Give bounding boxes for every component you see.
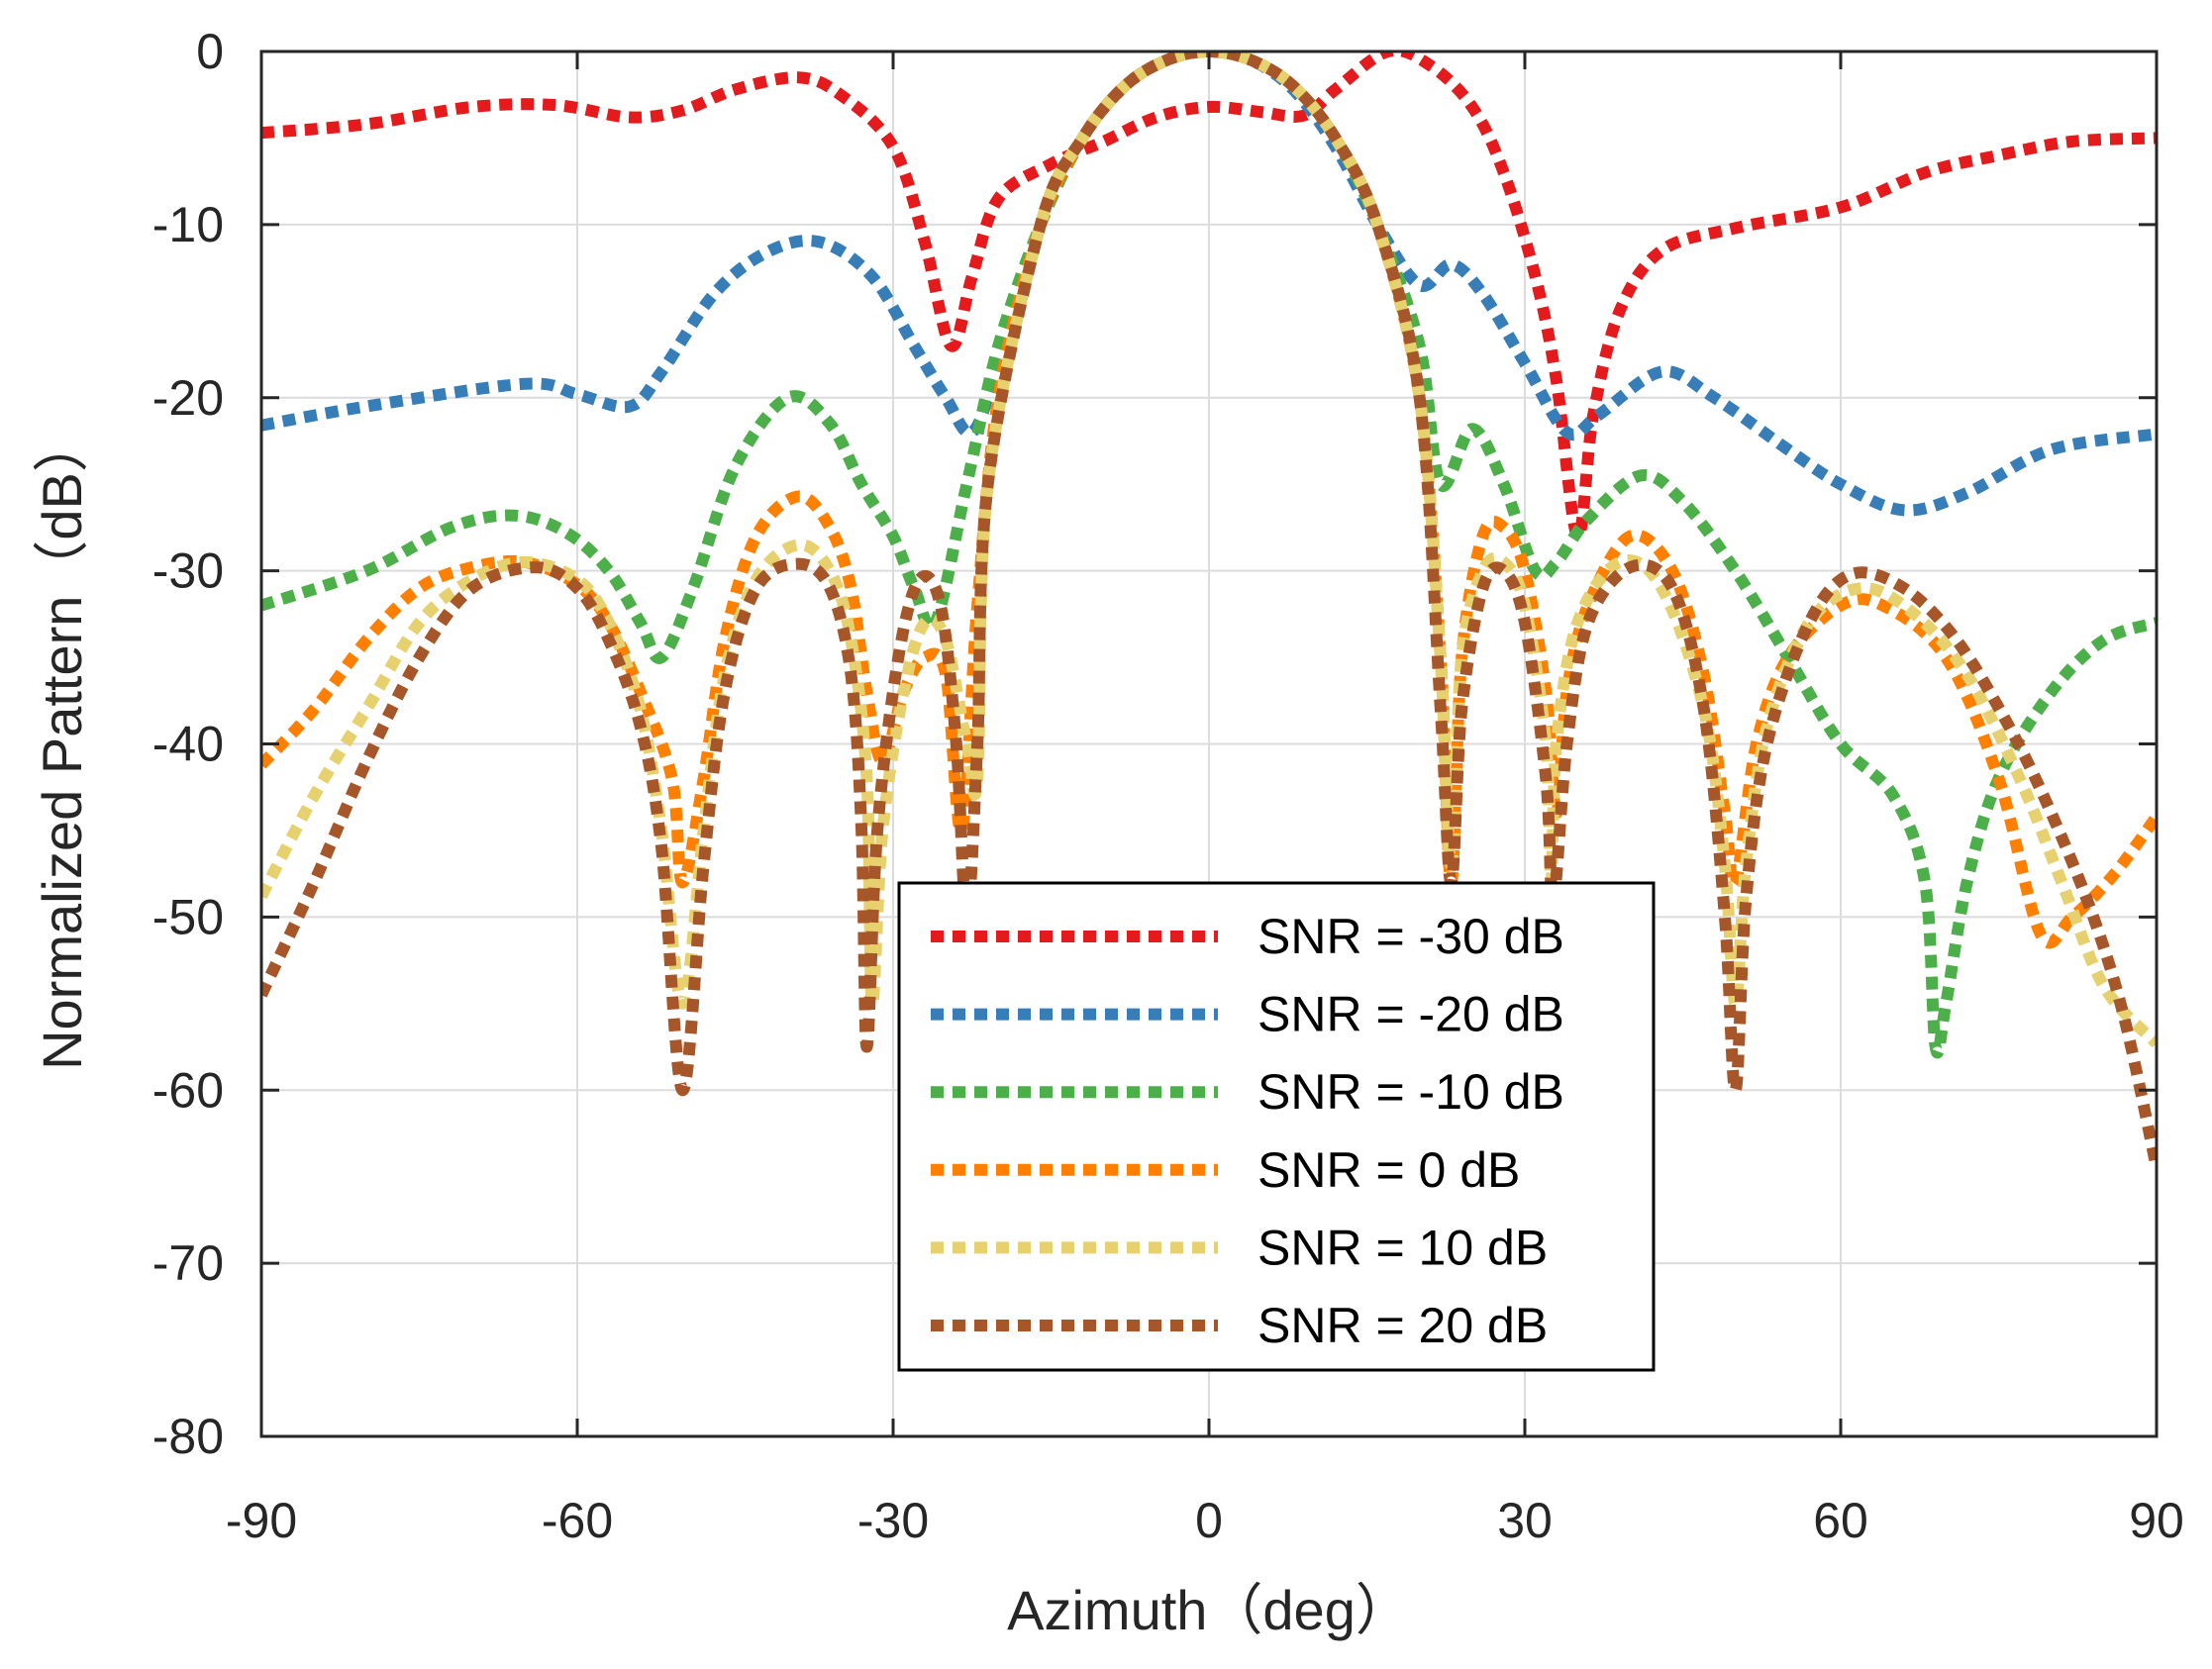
x-tick-label: 0	[1195, 1493, 1223, 1548]
ticks	[259, 49, 2159, 1438]
legend-label-4: SNR = 10 dB	[1257, 1220, 1548, 1275]
legend-label-3: SNR = 0 dB	[1257, 1142, 1520, 1198]
x-tick-labels: -90 -60 -30 0 30 60 90	[226, 1493, 2184, 1548]
x-tick-label: 30	[1497, 1493, 1553, 1548]
y-tick-label: -80	[152, 1409, 224, 1464]
y-tick-label: -40	[152, 717, 224, 772]
x-tick-label: 60	[1813, 1493, 1868, 1548]
legend-label-1: SNR = -20 dB	[1257, 987, 1564, 1042]
x-tick-label: -30	[857, 1493, 929, 1548]
y-tick-label: -20	[152, 370, 224, 426]
legend-box	[897, 881, 1656, 1372]
x-tick-label: -90	[226, 1493, 297, 1548]
y-tick-label: 0	[196, 24, 224, 79]
legend-label-5: SNR = 20 dB	[1257, 1298, 1548, 1353]
x-tick-label: 90	[2129, 1493, 2184, 1548]
legend: SNR = -30 dB SNR = -20 dB SNR = -10 dB SNR …	[897, 881, 1656, 1372]
y-tick-labels: 0 -10 -20 -30 -40 -50 -60 -70 -80	[152, 24, 224, 1464]
y-tick-label: -50	[152, 889, 224, 944]
y-tick-label: -60	[152, 1062, 224, 1118]
x-axis-label: Azimuth（deg）	[1007, 1579, 1411, 1641]
legend-label-2: SNR = -10 dB	[1257, 1064, 1564, 1120]
y-tick-label: -10	[152, 197, 224, 252]
y-tick-label: -70	[152, 1235, 224, 1291]
series-line-0	[261, 51, 2157, 542]
legend-label-0: SNR = -30 dB	[1257, 909, 1564, 964]
x-tick-label: -60	[542, 1493, 613, 1548]
y-axis-label: Normalized Pattern（dB）	[31, 417, 93, 1070]
y-tick-label: -30	[152, 543, 224, 599]
